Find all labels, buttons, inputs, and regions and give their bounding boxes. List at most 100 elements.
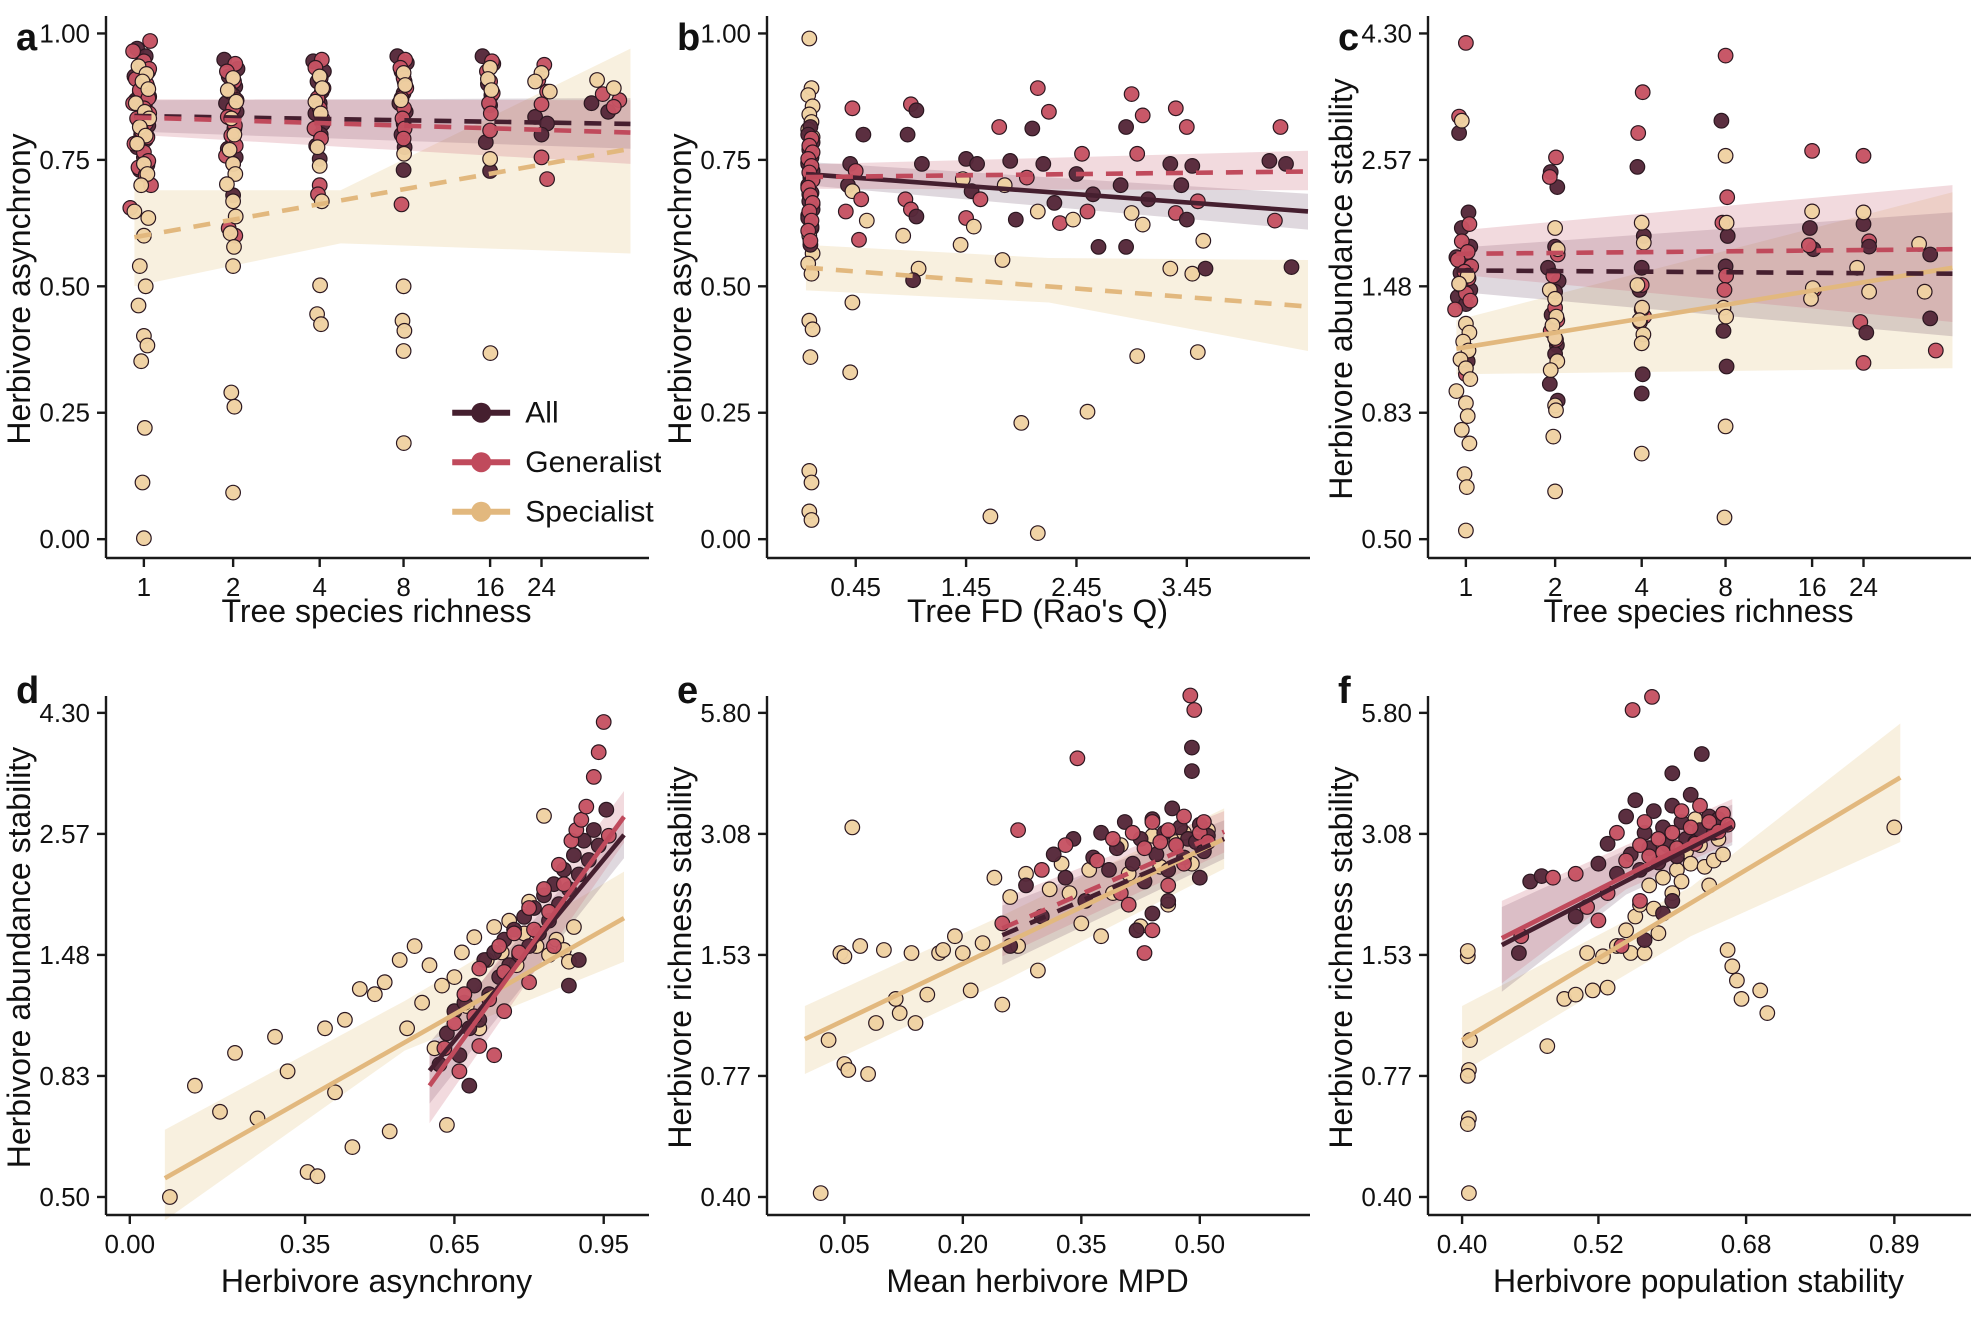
data-point-all bbox=[1002, 152, 1019, 169]
data-point-spec bbox=[227, 166, 244, 182]
data-point-spec bbox=[1715, 846, 1731, 863]
data-point-all bbox=[1101, 861, 1117, 878]
data-point-gen bbox=[1129, 145, 1146, 162]
data-point-spec bbox=[311, 157, 328, 174]
y-tick-label: 0.50 bbox=[39, 271, 90, 301]
spec-trend-line bbox=[805, 265, 1309, 309]
data-point-gen bbox=[556, 876, 572, 893]
data-point-spec bbox=[1633, 445, 1650, 462]
data-point-spec bbox=[919, 986, 936, 1003]
data-point-all bbox=[583, 95, 600, 112]
data-point-gen bbox=[1716, 282, 1733, 298]
data-point-spec bbox=[1461, 435, 1478, 452]
data-point-spec bbox=[221, 141, 238, 158]
data-point-spec bbox=[1458, 479, 1475, 496]
data-point-all bbox=[1629, 158, 1646, 175]
data-point-spec bbox=[605, 80, 622, 96]
data-point-gen bbox=[536, 881, 552, 897]
spec-trend-line bbox=[1456, 265, 1953, 351]
data-point-spec bbox=[1539, 1038, 1556, 1055]
y-tick-label: 3.08 bbox=[700, 819, 751, 849]
data-point-all bbox=[1718, 358, 1735, 375]
data-point-spec bbox=[1716, 509, 1733, 526]
data-point-spec bbox=[1567, 986, 1584, 1003]
data-point-gen bbox=[491, 938, 508, 955]
y-axis-title: Herbivore richness stability bbox=[1323, 766, 1359, 1148]
data-point-spec bbox=[801, 30, 818, 47]
data-point-gen bbox=[1176, 808, 1192, 825]
y-tick-label: 4.30 bbox=[1361, 18, 1412, 48]
data-point-spec bbox=[399, 1020, 416, 1037]
x-tick-label: 4 bbox=[1634, 572, 1648, 602]
data-point-gen bbox=[972, 191, 989, 208]
data-point-spec bbox=[1650, 925, 1667, 942]
spec-trend-line bbox=[1460, 775, 1902, 1043]
data-point-all bbox=[1144, 905, 1161, 922]
data-point-spec bbox=[1041, 881, 1058, 898]
data-point-all bbox=[1045, 846, 1062, 863]
spec-confidence-ribbon bbox=[1462, 723, 1901, 1072]
data-point-spec bbox=[133, 177, 150, 194]
data-point-gen bbox=[521, 974, 537, 991]
data-point-spec bbox=[395, 278, 412, 295]
spec-trend-line bbox=[803, 836, 1226, 1042]
panel-e-chart: 0.05 0.20 0.35 0.50 0.40 0.77 1.53 3.08 5.80 Mean… bbox=[662, 670, 1310, 1299]
y-tick-label: 0.50 bbox=[1361, 524, 1412, 554]
data-point-all bbox=[570, 952, 587, 968]
legend-dot-gen bbox=[471, 452, 492, 473]
data-point-spec bbox=[541, 83, 558, 100]
data-point-spec bbox=[962, 982, 979, 999]
data-point-gen bbox=[539, 171, 555, 188]
data-point-spec bbox=[1029, 203, 1046, 220]
data-point-gen bbox=[1630, 125, 1647, 141]
data-point-gen bbox=[1089, 852, 1106, 869]
data-point-gen bbox=[1144, 922, 1161, 939]
y-tick-label: 1.00 bbox=[700, 18, 751, 48]
data-point-all bbox=[913, 155, 930, 172]
x-axis-title: Tree species richness bbox=[1543, 593, 1853, 629]
all-trend-line bbox=[1500, 824, 1734, 948]
data-point-all bbox=[855, 126, 872, 143]
data-point-spec bbox=[1759, 1005, 1776, 1022]
data-point-spec bbox=[393, 92, 409, 109]
data-point-all bbox=[1178, 211, 1195, 228]
data-point-spec bbox=[804, 321, 821, 338]
y-axis-title: Herbivore abundance stability bbox=[1, 747, 37, 1169]
data-point-gen bbox=[853, 191, 870, 208]
data-point-all bbox=[1645, 803, 1662, 820]
x-tick-label: 0.40 bbox=[1437, 1229, 1488, 1259]
y-tick-label: 0.25 bbox=[39, 398, 90, 428]
data-point-spec bbox=[907, 1015, 924, 1031]
x-tick-label: 8 bbox=[1718, 572, 1732, 602]
panel-letter: d bbox=[16, 670, 39, 712]
data-point-all bbox=[1191, 869, 1208, 886]
data-point-gen bbox=[1041, 103, 1057, 120]
data-point-gen bbox=[1664, 824, 1681, 841]
data-point-spec bbox=[1123, 205, 1140, 221]
all-trend-line bbox=[1001, 836, 1226, 938]
x-tick-label: 1.45 bbox=[941, 572, 992, 602]
data-point-gen bbox=[1673, 803, 1690, 820]
data-point-spec bbox=[1861, 283, 1877, 300]
data-point-spec bbox=[812, 1185, 829, 1201]
data-point-spec bbox=[267, 1028, 283, 1045]
data-point-gen bbox=[393, 196, 410, 213]
data-point-spec bbox=[895, 227, 912, 244]
data-point-spec bbox=[351, 981, 368, 997]
data-point-spec bbox=[1459, 408, 1476, 425]
data-point-spec bbox=[395, 343, 412, 359]
spec-trend-line bbox=[163, 916, 626, 1181]
data-point-gen bbox=[1590, 912, 1607, 929]
spec-confidence-ribbon bbox=[805, 244, 1308, 352]
data-point-gen bbox=[1134, 107, 1151, 124]
y-tick-label: 1.53 bbox=[1361, 940, 1412, 970]
data-point-spec bbox=[1718, 308, 1735, 325]
data-point-gen bbox=[1717, 47, 1734, 64]
data-point-spec bbox=[1093, 928, 1110, 945]
data-point-all bbox=[1278, 155, 1294, 172]
data-point-spec bbox=[133, 353, 150, 370]
data-point-gen bbox=[1719, 189, 1736, 206]
data-point-spec bbox=[1456, 466, 1473, 483]
data-point-spec bbox=[126, 203, 143, 220]
